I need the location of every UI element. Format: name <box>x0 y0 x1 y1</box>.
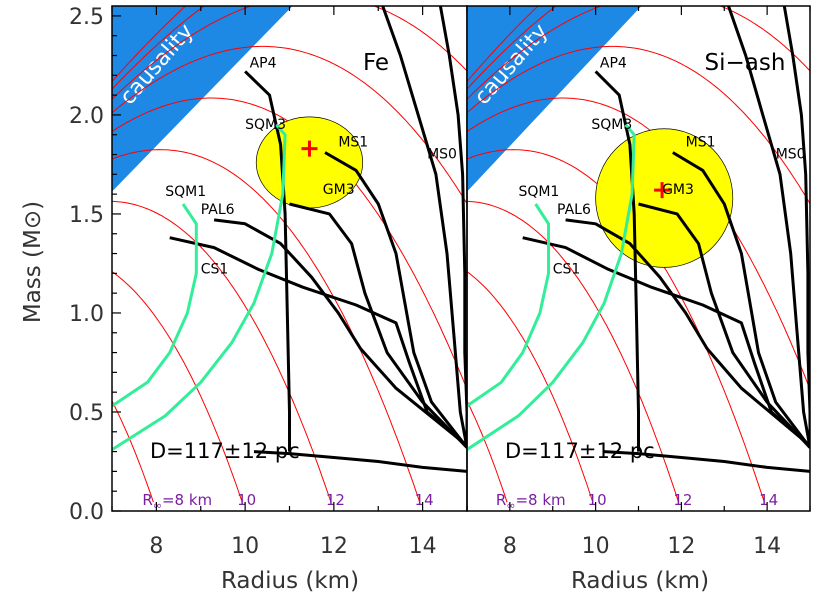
eos-curve-ap4 <box>594 70 640 452</box>
eos-curve-bottom <box>253 450 467 473</box>
rinf-label-8: R∞=8 km <box>496 491 566 512</box>
rinf-label-10: 10 <box>237 491 256 509</box>
eos-curve-ms0b <box>727 6 810 448</box>
redshift-curve-24 <box>467 6 539 82</box>
rinf-label-14: 14 <box>759 491 778 509</box>
y-tick-label: 2.0 <box>69 104 104 129</box>
rinf-r: R <box>142 491 152 509</box>
eos-label-ms0: MS0 <box>776 146 806 162</box>
eos-label-cs1: CS1 <box>553 261 581 277</box>
eos-label-sqm1: SQM1 <box>165 184 206 200</box>
rinf-subscript: ∞ <box>153 499 162 512</box>
eos-curve-ms1 <box>672 151 810 449</box>
eos-curve-ms0b <box>381 6 467 448</box>
y-tick-label: 1.5 <box>69 203 104 228</box>
x-tick-label: 8 <box>149 534 163 559</box>
eos-label-gm3: GM3 <box>662 182 694 198</box>
best-fit-cross <box>301 140 318 157</box>
y-axis-label: Mass (M⊙) <box>20 201 46 323</box>
redshift-curve-12 <box>112 200 332 503</box>
x-tick-label: 14 <box>409 534 437 559</box>
redshift-curve-8 <box>112 400 154 503</box>
redshift-curve-14 <box>112 149 421 503</box>
eos-label-pal6: PAL6 <box>557 202 591 218</box>
y-tick-label: 2.5 <box>69 5 104 30</box>
eos-label-sqm1: SQM1 <box>518 184 559 200</box>
eos-curve-ap4 <box>244 70 291 452</box>
y-tick-label: 0.0 <box>69 500 104 525</box>
redshift-curve-18 <box>467 45 810 204</box>
eos-curve-sqm3 <box>467 123 636 451</box>
x-axis-label-left: Radius (km) <box>221 568 359 594</box>
x-tick-label: 14 <box>753 534 781 559</box>
eos-label-ap4: AP4 <box>250 55 277 71</box>
y-axis-label-close: ) <box>20 201 46 210</box>
redshift-curve-24 <box>112 6 187 82</box>
eos-label-pal6: PAL6 <box>201 202 235 218</box>
sun-symbol: ⊙ <box>20 210 46 229</box>
redshift-curve-22 <box>467 6 557 90</box>
redshift-curve-10 <box>467 271 594 503</box>
eos-curve-bottom <box>604 450 810 473</box>
rinf-rest: =8 km <box>162 491 212 509</box>
redshift-curve-16 <box>467 97 810 390</box>
panel-title-si: Si−ash <box>705 50 786 76</box>
rinf-r: R <box>496 491 506 509</box>
redshift-curve-20 <box>112 6 467 100</box>
redshift-curve-22 <box>112 6 205 90</box>
rinf-rest: =8 km <box>515 491 565 509</box>
rinf-label-12: 12 <box>673 491 692 509</box>
eos-label-gm3: GM3 <box>323 182 355 198</box>
rinf-label-14: 14 <box>415 491 434 509</box>
eos-label-cs1: CS1 <box>201 261 229 277</box>
rinf-label-10: 10 <box>588 491 607 509</box>
eos-label-ms0: MS0 <box>427 146 457 162</box>
y-tick-label: 1.0 <box>69 302 104 327</box>
best-fit-cross <box>654 182 671 199</box>
panel-title-fe: Fe <box>363 50 389 76</box>
eos-curve-sqm1 <box>112 203 198 408</box>
eos-label-ms1: MS1 <box>338 135 368 151</box>
distance-label-fe: D=117±12 pc <box>150 439 300 463</box>
eos-curve-sqm3 <box>112 123 287 451</box>
x-axis-label-right: Radius (km) <box>571 568 709 594</box>
eos-label-sqm3: SQM3 <box>245 117 286 133</box>
x-tick-label: 12 <box>667 534 695 559</box>
eos-label-ms1: MS1 <box>686 135 716 151</box>
redshift-curve-20 <box>467 6 810 100</box>
y-axis-label-text: Mass (M <box>20 229 46 323</box>
x-tick-label: 12 <box>320 534 348 559</box>
x-tick-label: 8 <box>503 534 517 559</box>
rinf-label-12: 12 <box>326 491 345 509</box>
x-tick-label: 10 <box>582 534 610 559</box>
eos-curve-cs1 <box>522 236 810 447</box>
y-tick-label: 0.5 <box>69 401 104 426</box>
redshift-curve-12 <box>467 200 679 503</box>
rinf-subscript: ∞ <box>506 499 515 512</box>
eos-label-ap4: AP4 <box>600 55 627 71</box>
rinf-label-8: R∞=8 km <box>142 491 212 512</box>
eos-curve-sqm1 <box>467 203 550 408</box>
x-tick-label: 10 <box>231 534 259 559</box>
redshift-curve-18 <box>112 45 467 204</box>
distance-label-si: D=117±12 pc <box>505 439 655 463</box>
eos-curve-ms1 <box>324 151 467 449</box>
redshift-curve-10 <box>112 271 243 503</box>
redshift-curve-8 <box>467 400 508 503</box>
eos-curve-cs1 <box>169 236 467 447</box>
eos-label-sqm3: SQM3 <box>591 117 632 133</box>
